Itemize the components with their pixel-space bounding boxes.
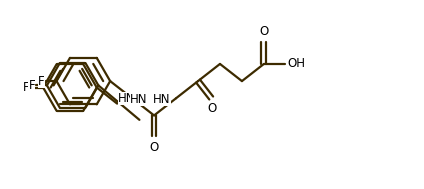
Text: HN: HN	[153, 93, 170, 106]
Text: O: O	[208, 102, 217, 115]
Text: F: F	[38, 75, 45, 88]
Text: HN: HN	[130, 93, 148, 106]
Text: F: F	[23, 81, 30, 94]
Text: O: O	[259, 25, 268, 38]
Text: F: F	[28, 79, 35, 92]
Text: OH: OH	[287, 57, 306, 70]
Text: HN: HN	[118, 92, 135, 105]
Text: O: O	[149, 141, 159, 154]
